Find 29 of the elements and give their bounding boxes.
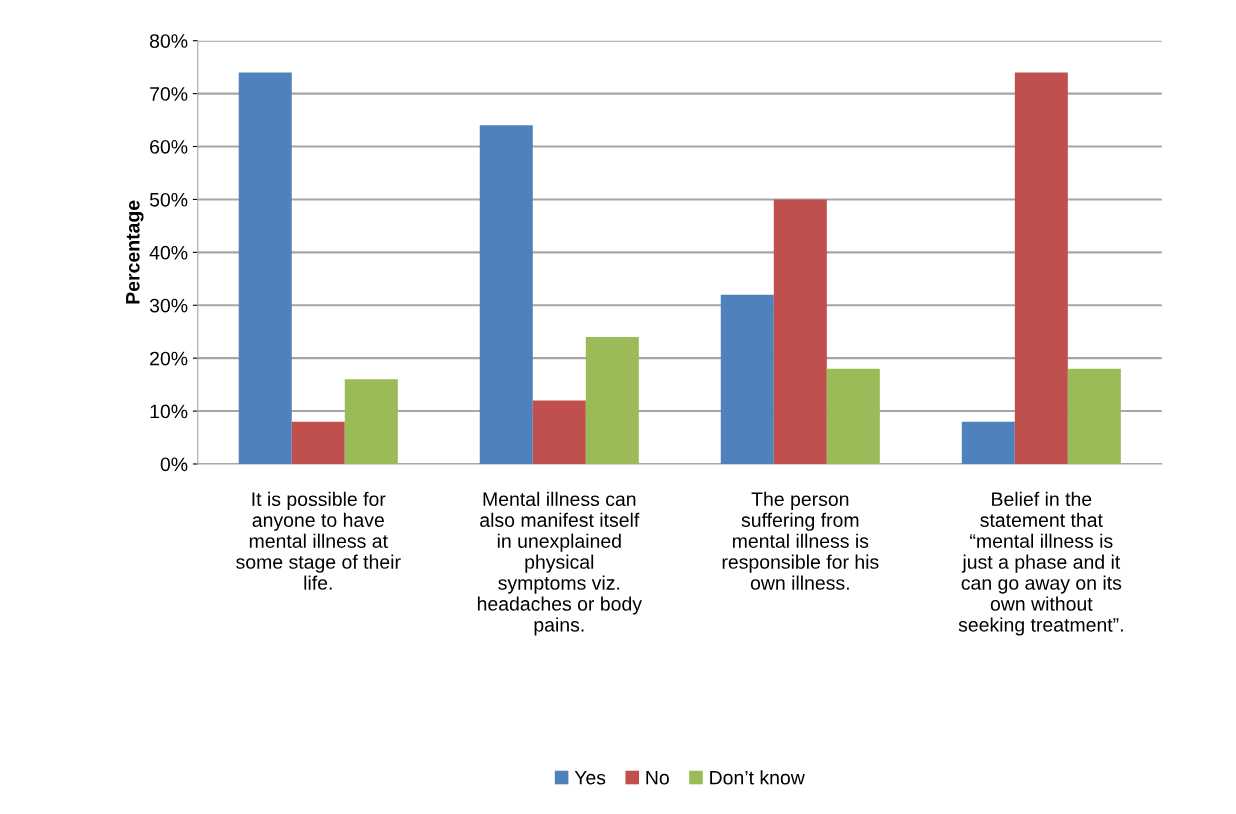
bar xyxy=(585,337,639,464)
y-axis-title: Percentage xyxy=(126,200,144,304)
x-tick-label: It is possible for anyone to have mental illness at some stage of their life. xyxy=(236,491,401,590)
bar xyxy=(1067,368,1121,464)
bar xyxy=(1014,72,1068,464)
bar xyxy=(773,199,827,464)
y-tick-label: 70% xyxy=(150,87,188,101)
y-tick-label: 10% xyxy=(150,404,188,419)
bar xyxy=(720,294,774,464)
bar xyxy=(826,368,880,464)
bar xyxy=(238,72,292,464)
legend-label: No xyxy=(646,770,669,785)
x-tick-label: The person suffering from mental illness is responsible for his own illness. xyxy=(722,491,879,590)
y-tick-label: 50% xyxy=(149,192,188,207)
y-tick-label: 20% xyxy=(150,351,188,366)
bar xyxy=(291,421,345,464)
y-tick-label: 80% xyxy=(149,34,188,48)
y-tick-label: 30% xyxy=(149,298,188,313)
y-tick-label: 40% xyxy=(149,245,188,260)
y-tick-label: 0% xyxy=(160,457,188,472)
x-tick-label: Belief in the statement that “mental illness is just a phase and it can go away on its own without seeking treatment”. xyxy=(958,491,1123,636)
bar xyxy=(344,379,398,464)
legend-label: Yes xyxy=(574,770,606,785)
bar xyxy=(532,400,586,464)
bar xyxy=(961,421,1015,464)
bar xyxy=(479,125,533,464)
x-tick-label: Mental illness can also manifest itself in unexplained physical symptoms viz. headaches or body pains. xyxy=(477,491,642,636)
legend-label: Don’t know xyxy=(710,770,805,785)
y-tick-label: 60% xyxy=(150,139,188,154)
